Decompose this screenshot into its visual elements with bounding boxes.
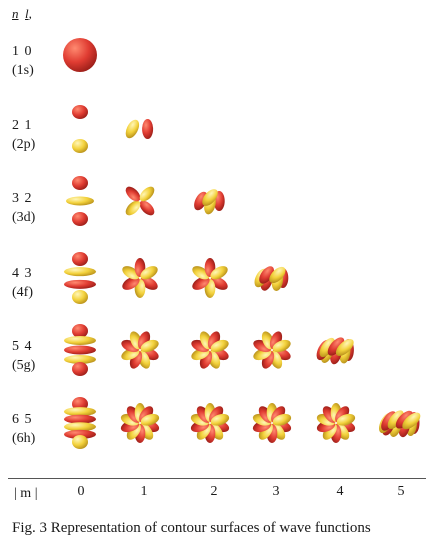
row-orbital: (1s) [12, 63, 34, 78]
m-tick-5: 5 [397, 484, 405, 499]
row-nl: 6 5 [12, 412, 33, 427]
orbital-l4-m0 [64, 324, 96, 376]
header-nl: n l, [12, 6, 32, 21]
row-label-1s: 1 0 (1s) [12, 42, 34, 80]
figure-caption: Fig. 3 Representation of contour surface… [12, 520, 371, 536]
row-nl: 5 4 [12, 339, 33, 354]
orbital-l4-m2 [191, 331, 229, 369]
row-orbital: (3d) [12, 210, 36, 225]
orbital-l0-m0 [63, 38, 97, 72]
m-tick-0: 0 [77, 484, 85, 499]
row-orbital: (5g) [12, 358, 36, 373]
orbital-l3-m1 [122, 258, 158, 298]
orbital-l5-m3 [252, 403, 292, 443]
m-tick-2: 2 [210, 484, 218, 499]
orbital-l4-m3 [253, 331, 291, 369]
row-nl: 3 2 [12, 191, 33, 206]
row-orbital: (2p) [12, 137, 36, 152]
row-label-6h: 6 5 (6h) [12, 410, 35, 448]
row-nl: 4 3 [12, 266, 33, 281]
orbital-l4-m4 [316, 337, 354, 365]
orbital-l3-m3 [254, 266, 289, 291]
orbital-l2-m1 [125, 186, 155, 216]
orbital-l5-m5 [379, 410, 421, 438]
orbital-l5-m0 [64, 397, 96, 449]
orbital-l4-m1 [121, 331, 159, 369]
orbital-l3-m2 [192, 258, 228, 298]
m-tick-1: 1 [140, 484, 148, 499]
orbital-l1-m0 [72, 105, 88, 153]
m-tick-4: 4 [336, 484, 344, 499]
orbital-l2-m0 [66, 176, 94, 226]
orbital-l5-m4 [316, 403, 356, 443]
orbital-l1-m1 [125, 119, 154, 139]
row-orbital: (6h) [12, 431, 36, 446]
row-nl: 2 1 [12, 118, 33, 133]
row-label-2p: 2 1 (2p) [12, 116, 35, 154]
orbital-l5-m2 [190, 403, 230, 443]
header-n: n [12, 6, 19, 21]
row-label-5g: 5 4 (5g) [12, 337, 35, 375]
m-axis-label: | m | [14, 486, 38, 501]
header-l: l [25, 6, 29, 21]
m-tick-3: 3 [272, 484, 280, 499]
orbital-surfaces [63, 38, 421, 449]
m-axis-line [8, 478, 426, 479]
row-label-3d: 3 2 (3d) [12, 189, 35, 227]
orbital-l3-m0 [64, 252, 96, 304]
row-label-4f: 4 3 (4f) [12, 264, 33, 302]
orbital-l2-m2 [194, 189, 225, 215]
row-orbital: (4f) [12, 285, 33, 300]
orbital-l5-m1 [120, 403, 160, 443]
row-nl: 1 0 [12, 44, 33, 59]
